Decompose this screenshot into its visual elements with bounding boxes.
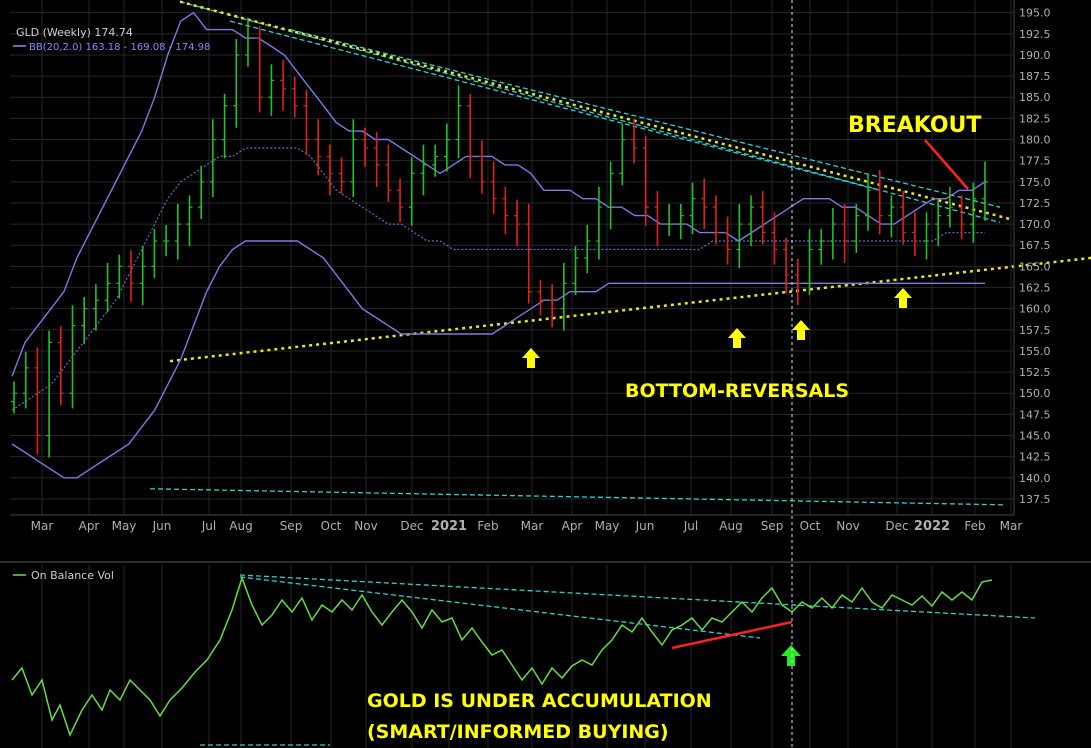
x-tick-label: Apr [79, 519, 100, 533]
y-tick-label: 142.5 [1019, 451, 1051, 464]
y-tick-label: 137.5 [1019, 493, 1051, 506]
x-tick-label: May [595, 519, 620, 533]
cyan-trendline [149, 488, 1006, 506]
obv-cyan-trendline [239, 574, 1036, 619]
grid [10, 0, 1014, 515]
bottom-reversal-arrows [522, 288, 912, 368]
y-tick-label: 195.0 [1019, 7, 1051, 20]
x-tick-label: Jul [201, 519, 216, 533]
x-tick-label: Mar [31, 519, 54, 533]
up-arrow-icon [894, 288, 912, 308]
smart-buying-label: (SMART/INFORMED BUYING) [367, 721, 669, 743]
trendlines [149, 0, 1091, 506]
bb-lower [11, 240, 985, 479]
x-tick-label: Jun [152, 519, 172, 533]
y-tick-label: 167.5 [1019, 239, 1051, 252]
accumulation-label: GOLD IS UNDER ACCUMULATION [367, 690, 712, 712]
x-tick-label: 2021 [431, 519, 467, 534]
obv-green-arrow [781, 645, 801, 666]
x-tick-label: Mar [521, 519, 544, 533]
x-tick-label: Mar [1000, 519, 1023, 533]
y-tick-label: 157.5 [1019, 324, 1051, 337]
price-bars [11, 17, 988, 458]
bollinger-bands [11, 11, 986, 479]
y-tick-label: 150.0 [1019, 387, 1051, 400]
yellow-trendline [179, 0, 1011, 221]
x-tick-label: Dec [885, 519, 908, 533]
cyan-trendline [289, 28, 1001, 208]
x-tick-label: Jun [635, 519, 655, 533]
legend-bb-text: BB(20,2.0) 163.18 - 169.08 - 174.98 [29, 42, 210, 53]
y-tick-label: 170.0 [1019, 218, 1051, 231]
y-tick-label: 180.0 [1019, 134, 1051, 147]
y-tick-label: 187.5 [1019, 70, 1051, 83]
y-tick-label: 165.0 [1019, 260, 1051, 273]
y-tick-label: 185.0 [1019, 91, 1051, 104]
x-tick-label: Oct [800, 519, 821, 533]
x-tick-label: Nov [836, 519, 859, 533]
x-tick-label: Aug [719, 519, 742, 533]
obv-line [11, 574, 1036, 746]
y-tick-label: 145.0 [1019, 430, 1051, 443]
bb-upper [11, 11, 986, 377]
x-tick-label: Dec [400, 519, 423, 533]
y-tick-label: 162.5 [1019, 282, 1051, 295]
y-tick-label: 160.0 [1019, 303, 1051, 316]
up-arrow-icon [728, 328, 746, 348]
y-tick-label: 155.0 [1019, 345, 1051, 358]
bottom-reversals-label: BOTTOM-REVERSALS [625, 380, 849, 402]
x-tick-label: Sep [761, 519, 784, 533]
obv-grid [41, 565, 1012, 748]
up-arrow-icon [522, 348, 540, 368]
x-tick-label: Feb [477, 519, 498, 533]
x-tick-label: Oct [321, 519, 342, 533]
y-tick-label: 175.0 [1019, 176, 1051, 189]
x-tick-label: Jul [683, 519, 698, 533]
x-axis: Mar Apr May Jun Jul Aug Sep Oct Nov Dec 2021 Feb Mar… [31, 519, 1023, 534]
x-tick-label: Feb [964, 519, 985, 533]
y-tick-label: 182.5 [1019, 112, 1051, 125]
legend-obv-text: On Balance Vol [31, 569, 114, 582]
yellow-trendline [169, 256, 1091, 363]
obv-red-trendline [671, 620, 793, 650]
bb-middle [11, 147, 985, 411]
x-tick-label: Nov [354, 519, 377, 533]
y-tick-label: 177.5 [1019, 155, 1051, 168]
cyan-trendline [179, 1, 1001, 224]
x-tick-label: Sep [280, 519, 303, 533]
y-tick-label: 190.0 [1019, 49, 1051, 62]
price-legend: GLD (Weekly) 174.74 BB(20,2.0) 163.18 - … [13, 26, 210, 53]
x-tick-label: May [112, 519, 137, 533]
y-tick-label: 152.5 [1019, 366, 1051, 379]
x-tick-label: Aug [229, 519, 252, 533]
breakout-label: BREAKOUT [848, 113, 981, 138]
obv-legend: On Balance Vol [13, 569, 114, 582]
obv-cyan-trendline [239, 576, 761, 639]
breakout-arrow [924, 139, 969, 190]
up-arrow-icon [792, 320, 810, 340]
y-tick-label: 147.5 [1019, 408, 1051, 421]
y-tick-label: 172.5 [1019, 197, 1051, 210]
obv-series [11, 575, 993, 737]
y-axis: 137.5 140.0 142.5 145.0 147.5 150.0 152.5 155.0… [10, 0, 1051, 516]
x-tick-label: 2022 [914, 519, 950, 534]
legend-gld-text: GLD (Weekly) 174.74 [16, 26, 133, 39]
y-tick-label: 140.0 [1019, 472, 1051, 485]
x-tick-label: Apr [562, 519, 583, 533]
y-tick-label: 192.5 [1019, 28, 1051, 41]
